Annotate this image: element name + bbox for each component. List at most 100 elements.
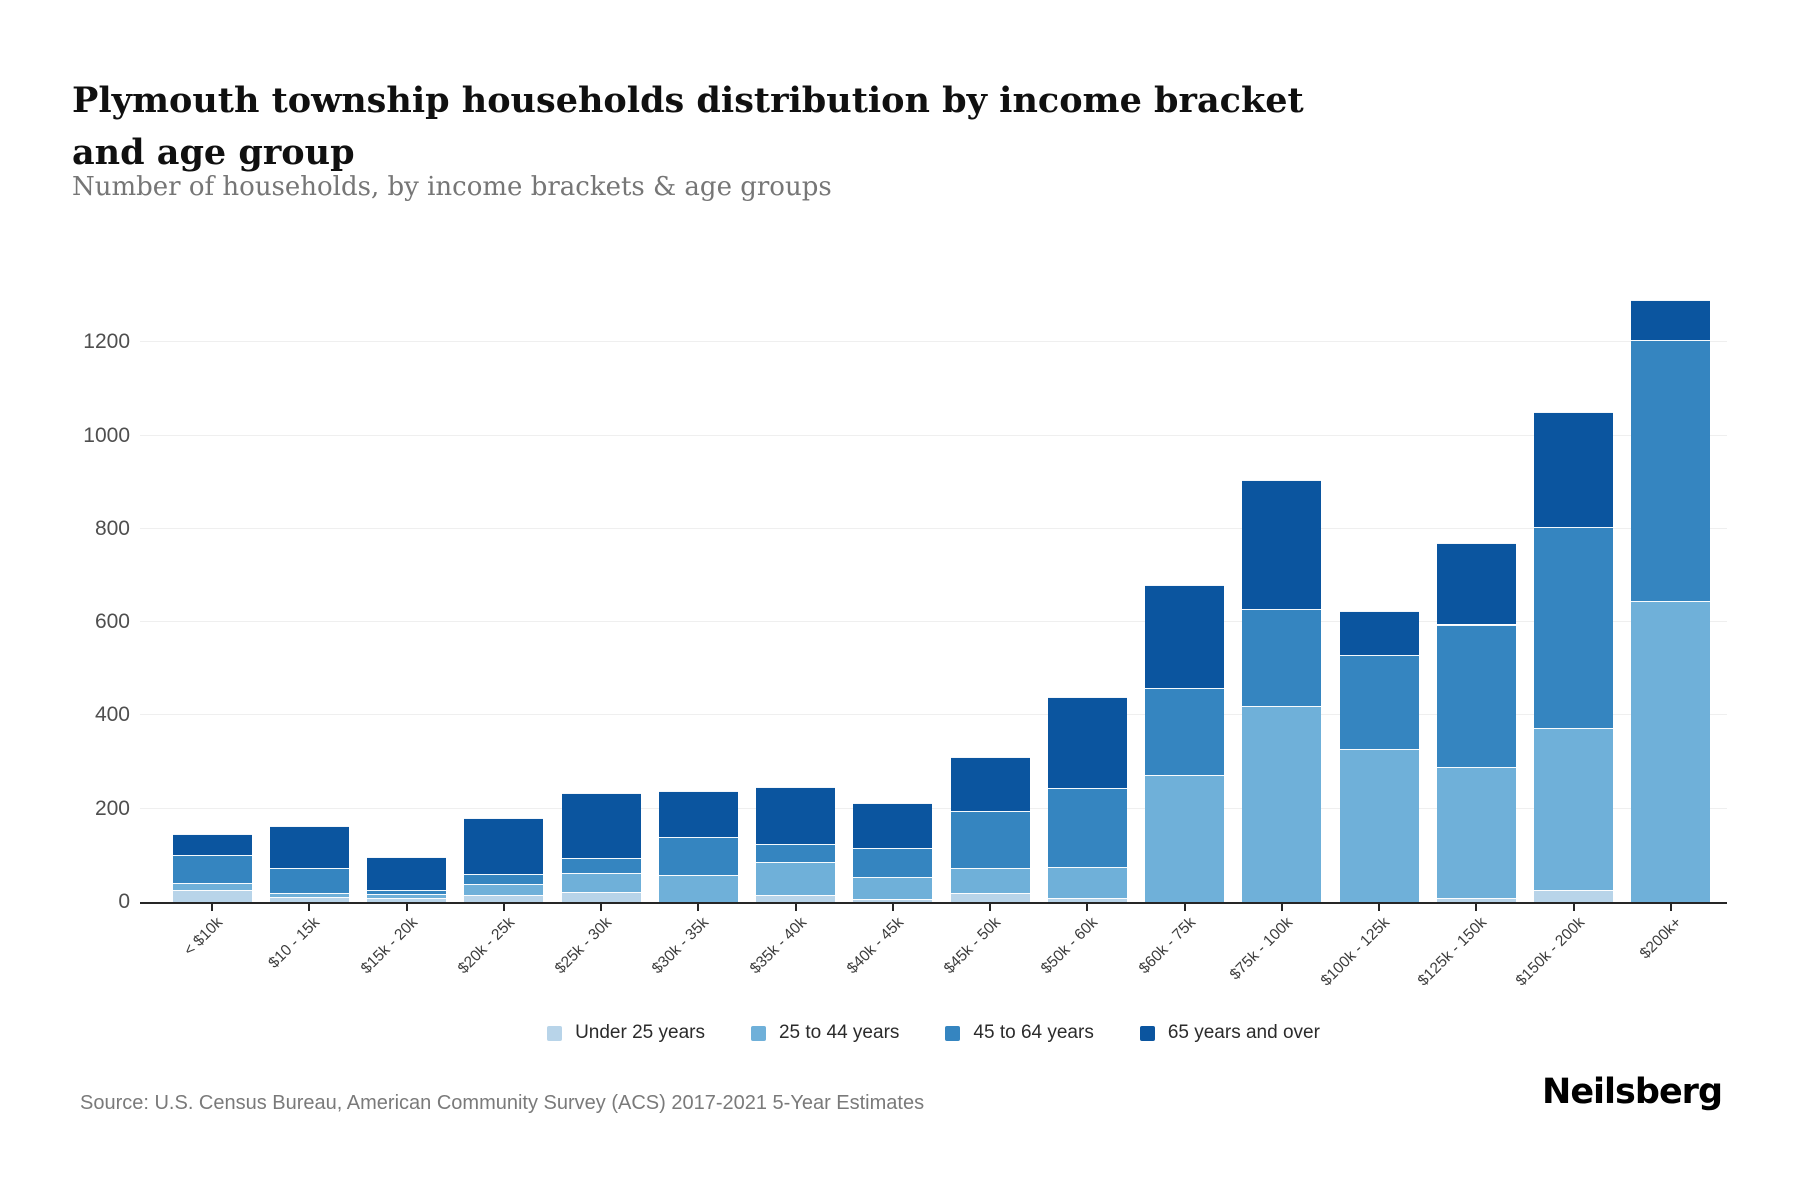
bar-segment[interactable] xyxy=(756,786,835,844)
bar-segment[interactable] xyxy=(658,874,738,902)
bar-segment[interactable] xyxy=(1631,601,1711,902)
bar-segment[interactable] xyxy=(1631,339,1711,602)
y-gridline xyxy=(140,434,1727,436)
legend-swatch-45-to-64-icon xyxy=(945,1025,961,1041)
bar-segment[interactable] xyxy=(1242,479,1322,610)
bar-segment[interactable] xyxy=(269,897,349,902)
x-axis-tick-label: $60k - 75k xyxy=(1135,914,1199,978)
bar-segment[interactable] xyxy=(464,818,544,875)
bar-segment[interactable] xyxy=(1047,787,1127,868)
bar-segment[interactable] xyxy=(1436,624,1516,767)
x-axis-tick-label: $75k - 100k xyxy=(1226,914,1296,984)
y-axis-tick-label: 400 xyxy=(94,703,130,727)
legend-item-45-to-64[interactable]: 45 to 64 years xyxy=(945,1022,1094,1044)
bar-segment[interactable] xyxy=(853,803,933,849)
bar-segment[interactable] xyxy=(950,810,1030,869)
bar-segment[interactable] xyxy=(464,874,544,884)
bar-segment[interactable] xyxy=(1631,300,1711,340)
legend-label: 25 to 44 years xyxy=(778,1022,900,1043)
x-axis-tick-label: $40k - 45k xyxy=(843,914,907,978)
x-axis-tick-label: $35k - 40k xyxy=(746,914,810,978)
bar-segment[interactable] xyxy=(1242,609,1322,707)
x-axis-tick-label: $30k - 35k xyxy=(649,914,713,978)
bar-segment[interactable] xyxy=(756,895,835,902)
bar-segment[interactable] xyxy=(1534,526,1613,729)
legend-item-25-to-44[interactable]: 25 to 44 years xyxy=(750,1022,900,1044)
x-axis-tick xyxy=(697,904,700,911)
bar-segment[interactable] xyxy=(950,868,1030,893)
bar-segment[interactable] xyxy=(1436,898,1516,902)
bar-segment[interactable] xyxy=(172,834,252,856)
x-axis-tick xyxy=(405,904,408,911)
bar-segment[interactable] xyxy=(269,892,349,898)
bar-segment[interactable] xyxy=(1047,696,1127,788)
bar-segment[interactable] xyxy=(1145,687,1224,776)
bar-segment[interactable] xyxy=(756,861,835,896)
legend-label: 65 years and over xyxy=(1167,1022,1320,1043)
legend-swatch-25-to-44-icon xyxy=(750,1025,766,1041)
bar-segment[interactable] xyxy=(367,889,446,895)
bar-segment[interactable] xyxy=(1047,867,1127,899)
bar-segment[interactable] xyxy=(464,883,544,896)
bar-segment[interactable] xyxy=(561,792,641,859)
bar-segment[interactable] xyxy=(367,857,446,890)
x-axis-tick xyxy=(989,904,991,911)
bar-segment[interactable] xyxy=(269,826,349,869)
y-gridline xyxy=(140,341,1727,343)
bar-segment[interactable] xyxy=(367,898,446,902)
bar-segment[interactable] xyxy=(1339,749,1419,902)
bar-segment[interactable] xyxy=(1339,610,1419,655)
bar-segment[interactable] xyxy=(1534,728,1613,891)
bar-segment[interactable] xyxy=(950,892,1030,902)
x-axis-tick xyxy=(1669,904,1672,911)
x-axis-tick-label: $10 - 15k xyxy=(265,914,324,972)
bar-segment[interactable] xyxy=(269,868,349,893)
x-axis-tick xyxy=(502,904,505,911)
bar-segment[interactable] xyxy=(658,791,738,837)
legend-item-under-25[interactable]: Under 25 years xyxy=(547,1022,705,1044)
bar-segment[interactable] xyxy=(1339,654,1419,750)
x-axis-tick xyxy=(1183,904,1186,911)
y-axis-tick-label: 800 xyxy=(94,516,130,540)
bar-segment[interactable] xyxy=(1047,898,1127,902)
bar-segment[interactable] xyxy=(756,843,835,862)
x-axis-tick xyxy=(1572,904,1575,911)
bar-segment[interactable] xyxy=(561,873,641,892)
bar-segment[interactable] xyxy=(853,899,933,902)
bar-segment[interactable] xyxy=(1436,766,1516,899)
bar-segment[interactable] xyxy=(1534,412,1613,527)
y-gridline xyxy=(140,807,1727,809)
y-axis-tick-label: 600 xyxy=(94,610,130,634)
bar-segment[interactable] xyxy=(1145,775,1224,902)
bar-segment[interactable] xyxy=(1436,542,1516,625)
x-axis-tick xyxy=(211,904,213,911)
x-axis-tick xyxy=(891,904,894,911)
neilsberg-logo: Neilsberg xyxy=(1542,1072,1723,1112)
x-axis-tick-label: < $10k xyxy=(180,914,227,960)
x-axis-tick-label: $50k - 60k xyxy=(1038,914,1102,978)
bar-segment[interactable] xyxy=(853,848,933,878)
y-axis-tick-label: 200 xyxy=(94,796,130,820)
chart-title: Plymouth township households distributio… xyxy=(72,80,1304,174)
legend-label: 45 to 64 years xyxy=(973,1022,1094,1043)
bar-segment[interactable] xyxy=(172,890,252,902)
bar-segment[interactable] xyxy=(172,883,252,891)
legend-label: Under 25 years xyxy=(575,1022,705,1043)
bar-segment[interactable] xyxy=(1145,584,1224,688)
y-gridline xyxy=(140,621,1727,623)
bar-segment[interactable] xyxy=(853,877,933,900)
bar-segment[interactable] xyxy=(464,895,544,902)
bar-segment[interactable] xyxy=(1534,890,1613,902)
bar-segment[interactable] xyxy=(658,836,738,875)
bar-segment[interactable] xyxy=(367,894,446,899)
bar-segment[interactable] xyxy=(561,858,641,874)
bar-segment[interactable] xyxy=(561,891,641,902)
bar-segment[interactable] xyxy=(950,756,1030,811)
bar-segment[interactable] xyxy=(1242,706,1322,902)
y-gridline xyxy=(140,714,1727,716)
bar-segment[interactable] xyxy=(172,855,252,884)
x-axis-tick-label: $125k - 150k xyxy=(1414,914,1491,990)
x-axis-tick-label: $150k - 200k xyxy=(1512,914,1588,990)
legend-item-65-and-over[interactable]: 65 years and over xyxy=(1139,1022,1320,1044)
